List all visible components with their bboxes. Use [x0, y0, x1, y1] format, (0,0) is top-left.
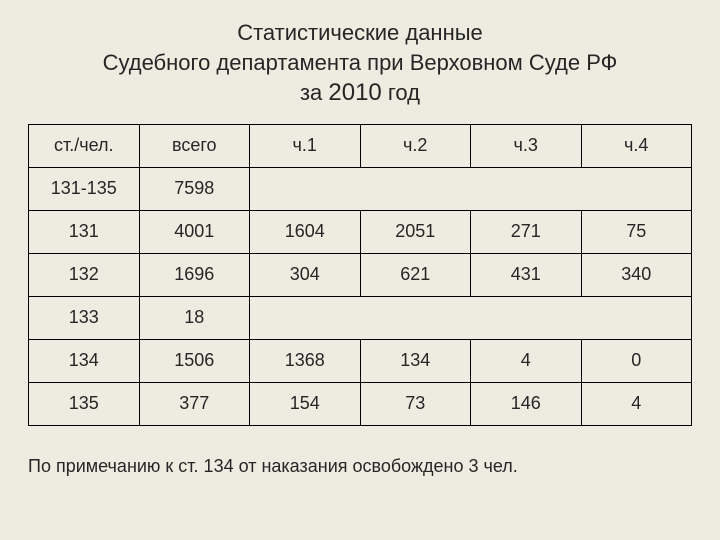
table-cell: 621: [360, 253, 471, 296]
table-body: 131-135759813140011604205127175132169630…: [29, 167, 692, 425]
table-cell: 4: [471, 339, 582, 382]
table-cell: 18: [139, 296, 250, 339]
table-cell: 377: [139, 382, 250, 425]
table-cell-merged: [250, 296, 692, 339]
statistics-table: ст./чел. всего ч.1 ч.2 ч.3 ч.4 131-13575…: [28, 124, 692, 426]
table-row: 13318: [29, 296, 692, 339]
table-cell: 271: [471, 210, 582, 253]
slide-page: Статистические данные Судебного департам…: [0, 0, 720, 540]
title-line-3-suffix: год: [382, 80, 420, 105]
table-cell: 0: [581, 339, 692, 382]
table-cell: 131: [29, 210, 140, 253]
table-cell: 7598: [139, 167, 250, 210]
title-line-1: Статистические данные: [237, 20, 483, 45]
table-row: 135377154731464: [29, 382, 692, 425]
table-row: 1341506136813440: [29, 339, 692, 382]
table-cell: 4001: [139, 210, 250, 253]
table-cell: 131-135: [29, 167, 140, 210]
table-header-row: ст./чел. всего ч.1 ч.2 ч.3 ч.4: [29, 124, 692, 167]
table-cell: 135: [29, 382, 140, 425]
table-row: 1321696304621431340: [29, 253, 692, 296]
table-cell: 134: [360, 339, 471, 382]
table-cell: 4: [581, 382, 692, 425]
table-cell: 304: [250, 253, 361, 296]
table-cell: 134: [29, 339, 140, 382]
col-header: ч.3: [471, 124, 582, 167]
col-header: всего: [139, 124, 250, 167]
table-cell-merged: [250, 167, 692, 210]
page-title: Статистические данные Судебного департам…: [28, 18, 692, 110]
table-row: 13140011604205127175: [29, 210, 692, 253]
col-header: ч.4: [581, 124, 692, 167]
table-cell: 133: [29, 296, 140, 339]
col-header: ч.1: [250, 124, 361, 167]
title-year: 2010: [328, 79, 381, 106]
table-cell: 75: [581, 210, 692, 253]
table-cell: 1696: [139, 253, 250, 296]
table-cell: 431: [471, 253, 582, 296]
table-cell: 154: [250, 382, 361, 425]
table-cell: 340: [581, 253, 692, 296]
title-line-3-prefix: за: [300, 80, 328, 105]
table-cell: 1368: [250, 339, 361, 382]
table-cell: 146: [471, 382, 582, 425]
table-row: 131-1357598: [29, 167, 692, 210]
table-cell: 2051: [360, 210, 471, 253]
col-header: ст./чел.: [29, 124, 140, 167]
table-cell: 73: [360, 382, 471, 425]
table-cell: 132: [29, 253, 140, 296]
col-header: ч.2: [360, 124, 471, 167]
footnote: По примечанию к ст. 134 от наказания осв…: [28, 456, 692, 477]
table-cell: 1506: [139, 339, 250, 382]
title-line-2: Судебного департамента при Верховном Суд…: [103, 50, 618, 75]
table-cell: 1604: [250, 210, 361, 253]
